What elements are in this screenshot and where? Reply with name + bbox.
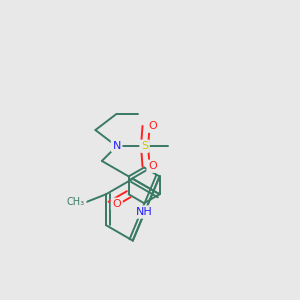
- Text: O: O: [148, 121, 157, 131]
- Text: N: N: [112, 141, 121, 151]
- Text: O: O: [112, 199, 121, 209]
- Text: NH: NH: [136, 207, 153, 217]
- Text: S: S: [141, 141, 148, 151]
- Text: CH₃: CH₃: [67, 197, 85, 207]
- Text: O: O: [148, 161, 157, 171]
